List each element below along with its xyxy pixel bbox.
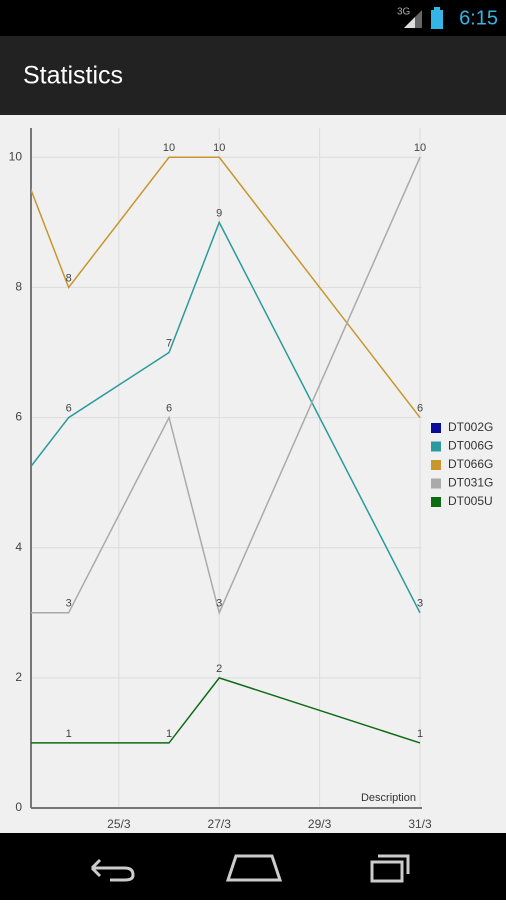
legend-label: DT066G: [448, 457, 493, 471]
y-tick-label: 6: [15, 410, 22, 424]
network-type: 3G: [397, 7, 411, 18]
signal-strength: [404, 17, 415, 28]
y-tick-label: 2: [15, 670, 22, 684]
series-line: [31, 156, 421, 616]
legend-swatch: [431, 460, 441, 470]
legend-swatch: [431, 423, 441, 433]
series-line: [31, 220, 421, 614]
series-line: [31, 156, 421, 419]
data-label: 8: [66, 272, 72, 284]
data-label: 10: [414, 142, 426, 154]
data-label: 3: [66, 598, 72, 610]
data-label: 3: [216, 598, 222, 610]
nav-icons: [90, 854, 410, 883]
clock: 6:15: [459, 7, 498, 29]
legend-swatch: [431, 478, 441, 489]
x-tick-label: 31/3: [408, 817, 432, 831]
recents-button[interactable]: [370, 860, 404, 883]
series-line: [31, 676, 421, 744]
legend-label: DT005U: [448, 494, 493, 508]
data-label: 3: [417, 598, 423, 610]
status-bar: [0, 0, 506, 36]
legend-swatch: [431, 441, 441, 452]
x-axis-title: Description: [361, 792, 416, 804]
y-tick-label: 4: [15, 540, 22, 554]
battery-tip: [434, 7, 440, 10]
x-tick-label: 27/3: [208, 817, 232, 831]
x-tick-label: 25/3: [107, 817, 131, 831]
data-label: 2: [216, 663, 222, 675]
legend-label: DT006G: [448, 439, 493, 453]
nav-bar: [0, 833, 506, 900]
plot: 0 2 4 6 8 10 25/3 27/3 29/3 31/3 Description DT002G…: [9, 128, 493, 831]
data-label: 1: [417, 728, 423, 740]
data-label: 7: [166, 337, 172, 349]
back-button[interactable]: [90, 858, 135, 882]
recents-stack: [378, 854, 410, 874]
data-label: 6: [66, 402, 72, 414]
x-tick-label: 29/3: [308, 817, 332, 831]
data-label: 6: [417, 402, 423, 414]
data-label: 10: [163, 142, 175, 154]
data-label: 9: [216, 207, 222, 219]
data-label: 6: [166, 402, 172, 414]
data-label: 1: [166, 728, 172, 740]
chart-area: [0, 115, 506, 833]
battery-icon: [431, 10, 443, 29]
y-tick-label: 10: [9, 149, 23, 163]
data-label: 10: [213, 142, 225, 154]
home-button[interactable]: [225, 854, 283, 882]
y-tick-label: 0: [15, 800, 22, 814]
app-title: Statistics: [23, 62, 123, 90]
series-lines: [31, 156, 421, 744]
data-label: 1: [66, 728, 72, 740]
legend-label: DT002G: [448, 420, 493, 434]
y-tick-label: 8: [15, 280, 22, 294]
legend-swatch: [431, 497, 441, 507]
legend-label: DT031G: [448, 476, 493, 490]
app-bar: [0, 36, 506, 115]
